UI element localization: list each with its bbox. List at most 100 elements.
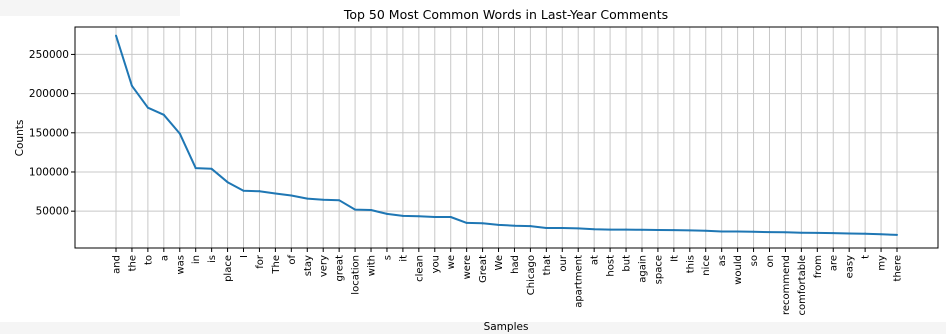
data-point bbox=[497, 223, 500, 226]
data-point bbox=[146, 106, 149, 109]
data-point bbox=[306, 197, 309, 200]
data-point bbox=[880, 233, 883, 236]
y-tick-label: 250000 bbox=[29, 49, 69, 61]
y-axis-ticks: 50000 100000 150000 200000 250000 bbox=[29, 49, 75, 218]
data-point bbox=[465, 221, 468, 224]
x-tick-label: in bbox=[191, 255, 202, 264]
data-point bbox=[848, 232, 851, 235]
x-tick-label: there bbox=[893, 255, 904, 281]
x-tick-label: apartment bbox=[574, 255, 585, 308]
data-point bbox=[688, 229, 691, 232]
x-tick-label: it bbox=[398, 255, 409, 262]
x-tick-label: clean bbox=[414, 255, 425, 282]
chart-title: Top 50 Most Common Words in Last-Year Co… bbox=[343, 7, 668, 22]
data-point bbox=[609, 228, 612, 231]
y-tick-label: 150000 bbox=[29, 127, 69, 139]
data-point bbox=[242, 189, 245, 192]
data-point bbox=[577, 227, 580, 230]
x-tick-label: had bbox=[510, 255, 521, 274]
data-point bbox=[784, 231, 787, 234]
data-point bbox=[370, 208, 373, 211]
x-tick-label: It bbox=[669, 255, 680, 262]
x-tick-label: location bbox=[351, 255, 362, 295]
x-tick-label: comfortable bbox=[797, 255, 808, 315]
data-point bbox=[433, 216, 436, 219]
x-tick-label: place bbox=[223, 255, 234, 282]
background-strip-top bbox=[0, 0, 180, 16]
data-point bbox=[656, 228, 659, 231]
data-point bbox=[338, 199, 341, 202]
x-tick-label: on bbox=[765, 255, 776, 267]
data-point bbox=[178, 132, 181, 135]
x-tick-label: The bbox=[271, 255, 282, 275]
x-tick-label: Great bbox=[478, 255, 489, 283]
x-tick-label: you bbox=[430, 255, 441, 273]
data-point bbox=[258, 190, 261, 193]
x-tick-label: t bbox=[861, 255, 872, 259]
data-point bbox=[130, 84, 133, 87]
data-point bbox=[640, 228, 643, 231]
y-axis-label: Counts bbox=[14, 120, 26, 157]
x-tick-label: and bbox=[112, 255, 123, 274]
data-point bbox=[481, 222, 484, 225]
data-points bbox=[115, 34, 898, 236]
x-tick-label: were bbox=[462, 255, 473, 279]
x-tick-label: so bbox=[749, 255, 760, 266]
data-point bbox=[800, 231, 803, 234]
data-point bbox=[162, 113, 165, 116]
x-tick-label: is bbox=[207, 255, 218, 263]
data-point bbox=[401, 214, 404, 217]
x-tick-label: s bbox=[382, 255, 393, 260]
data-point bbox=[194, 167, 197, 170]
x-tick-label: but bbox=[622, 255, 633, 272]
data-point bbox=[385, 212, 388, 215]
x-tick-label: that bbox=[542, 255, 553, 275]
data-point bbox=[593, 228, 596, 231]
x-tick-label: recommend bbox=[781, 255, 792, 315]
data-point bbox=[896, 233, 898, 236]
x-tick-label: host bbox=[606, 255, 617, 277]
data-point bbox=[672, 229, 675, 232]
x-tick-label: stay bbox=[303, 255, 314, 276]
series-line bbox=[115, 35, 898, 236]
data-point bbox=[513, 224, 516, 227]
x-tick-label: We bbox=[494, 255, 505, 270]
data-point bbox=[417, 215, 420, 218]
x-tick-label: the bbox=[127, 255, 138, 271]
y-tick-label: 200000 bbox=[29, 88, 69, 100]
data-point bbox=[625, 228, 628, 231]
x-axis-label: Samples bbox=[484, 321, 529, 333]
data-point bbox=[752, 230, 755, 233]
data-point bbox=[226, 181, 229, 184]
x-tick-label: for bbox=[255, 254, 266, 269]
x-tick-label: would bbox=[733, 255, 744, 285]
x-tick-label: at bbox=[590, 255, 601, 265]
data-point bbox=[704, 229, 707, 232]
y-tick-label: 100000 bbox=[29, 166, 69, 178]
x-tick-label: our bbox=[558, 254, 569, 271]
data-point bbox=[736, 230, 739, 233]
data-point bbox=[274, 192, 277, 195]
data-point bbox=[561, 227, 564, 230]
plot-frame bbox=[74, 26, 939, 249]
data-point bbox=[354, 208, 357, 211]
data-point bbox=[115, 34, 117, 37]
x-tick-label: from bbox=[813, 255, 824, 278]
background-strip-bottom bbox=[0, 322, 946, 334]
data-point bbox=[290, 194, 293, 197]
x-tick-label: again bbox=[637, 255, 648, 283]
data-point bbox=[816, 231, 819, 234]
x-tick-label: a bbox=[159, 255, 170, 261]
grid-lines bbox=[75, 27, 938, 248]
x-tick-label: space bbox=[653, 255, 664, 284]
x-tick-label: nice bbox=[701, 255, 712, 276]
data-point bbox=[322, 198, 325, 201]
x-tick-label: are bbox=[829, 255, 840, 271]
data-point bbox=[864, 232, 867, 235]
y-tick-label: 50000 bbox=[36, 206, 69, 218]
data-point bbox=[545, 227, 548, 230]
data-point bbox=[832, 232, 835, 235]
x-tick-label: Chicago bbox=[526, 255, 537, 295]
data-point bbox=[720, 230, 723, 233]
